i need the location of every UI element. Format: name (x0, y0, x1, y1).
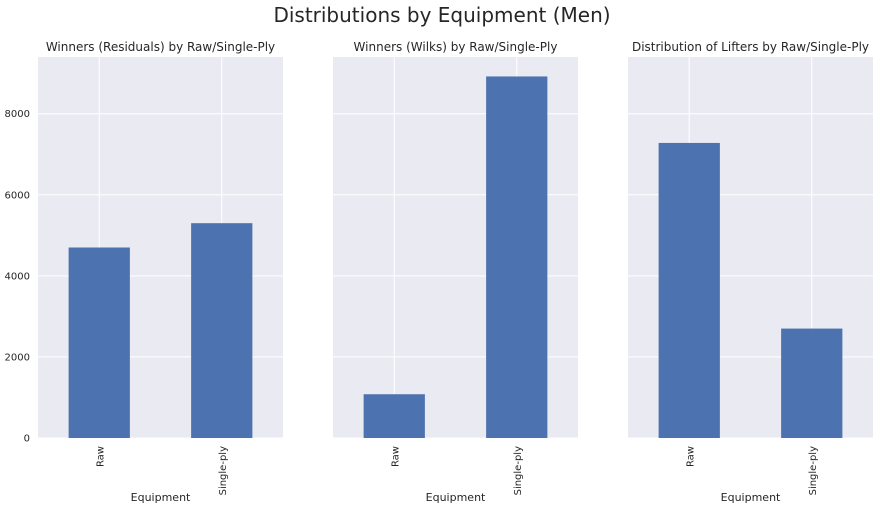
chart-panel-3: Raw Single-ply Equipment Distribution of Li… (628, 40, 873, 504)
bar-raw (363, 394, 425, 438)
bar-single-ply (781, 328, 843, 438)
x-axis-label: Equipment (721, 491, 781, 504)
panel-title: Winners (Residuals) by Raw/Single-Ply (46, 40, 275, 54)
y-tick-label: 4000 (5, 271, 30, 282)
x-axis-label: Equipment (131, 491, 191, 504)
bar-raw (658, 142, 720, 438)
y-tick-label: 8000 (5, 109, 30, 120)
y-tick-label: 2000 (5, 352, 30, 363)
bar-raw (68, 247, 130, 438)
x-tick-label: Single-ply (218, 446, 229, 495)
panel-title: Distribution of Lifters by Raw/Single-Pl… (632, 40, 869, 54)
panel-title: Winners (Wilks) by Raw/Single-Ply (354, 40, 558, 54)
chart-panels: 0 2000 4000 6000 8000 Raw Single-ply Equipment W… (5, 40, 873, 504)
x-tick-label: Raw (390, 446, 401, 467)
y-tick-label: 0 (24, 434, 30, 445)
x-tick-label: Raw (95, 446, 106, 467)
x-tick-label: Single-ply (808, 446, 819, 495)
chart-panel-2: Raw Single-ply Equipment Winners (Wilks) by… (333, 40, 578, 504)
bar-single-ply (191, 223, 253, 438)
figure-title: Distributions by Equipment (Men) (273, 3, 610, 27)
x-tick-label: Single-ply (513, 446, 524, 495)
x-tick-label: Raw (685, 446, 696, 467)
x-axis-label: Equipment (426, 491, 486, 504)
y-tick-label: 6000 (5, 190, 30, 201)
chart-panel-1: 0 2000 4000 6000 8000 Raw Single-ply Equipment W… (5, 40, 283, 504)
bar-single-ply (486, 76, 548, 438)
